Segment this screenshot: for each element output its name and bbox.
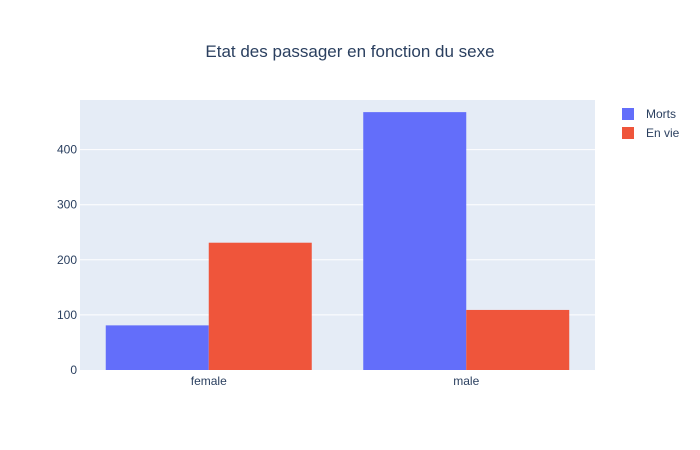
bars: [105, 112, 570, 371]
x-tick-label: female: [191, 374, 227, 388]
bar-morts-female[interactable]: [105, 325, 209, 370]
legend-label: Morts: [646, 107, 676, 121]
legend-swatch: [622, 127, 634, 139]
y-axis-ticks: 0 100 200 300 400: [57, 143, 77, 377]
bar-en-vie-male[interactable]: [466, 309, 570, 370]
y-tick-label: 200: [57, 253, 77, 267]
legend-item[interactable]: En vie: [622, 126, 680, 140]
x-tick-label: male: [453, 374, 479, 388]
legend-swatch: [622, 108, 634, 120]
legend[interactable]: Morts En vie: [622, 107, 680, 140]
x-axis-ticks: female male: [191, 374, 480, 388]
y-tick-label: 400: [57, 143, 77, 157]
bar-en-vie-female[interactable]: [208, 242, 312, 370]
legend-item[interactable]: Morts: [622, 107, 676, 121]
y-tick-label: 0: [70, 363, 77, 377]
y-tick-label: 100: [57, 308, 77, 322]
chart-title: Etat des passager en fonction du sexe: [205, 42, 494, 61]
legend-label: En vie: [646, 126, 680, 140]
y-tick-label: 300: [57, 198, 77, 212]
bar-morts-male[interactable]: [363, 112, 467, 371]
